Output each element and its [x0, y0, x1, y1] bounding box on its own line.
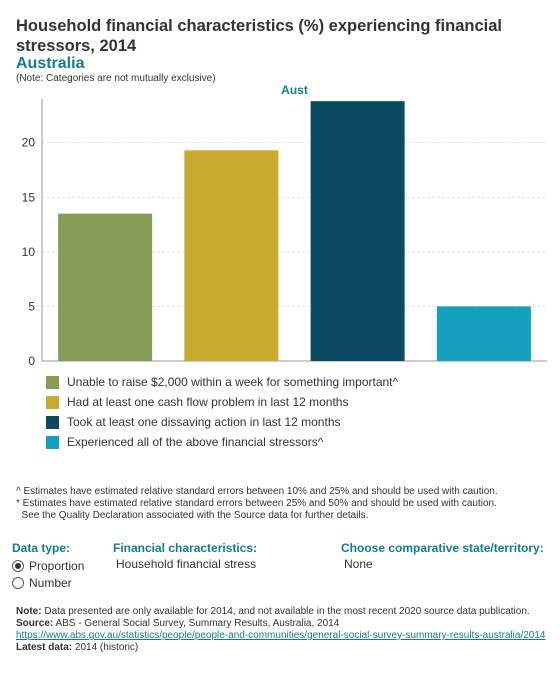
y-tick-label: 15	[22, 190, 36, 204]
legend-item[interactable]: Experienced all of the above financial s…	[46, 432, 398, 452]
legend-swatch	[46, 415, 59, 429]
data-type-label: Data type:	[12, 541, 71, 555]
footnotes: ^ Estimates have estimated relative stan…	[16, 486, 551, 522]
footnote-rse-10-25: ^ Estimates have estimated relative stan…	[16, 486, 498, 497]
source-link-row: https://www.abs.gov.au/statistics/people…	[16, 630, 546, 642]
radio-proportion-label: Proportion	[29, 558, 85, 573]
y-tick-label: 0	[28, 354, 35, 368]
financial-characteristics-label: Financial characteristics:	[113, 541, 258, 555]
footnote-quality-declaration: See the Quality Declaration associated w…	[16, 510, 369, 521]
note-label: Note:	[16, 606, 42, 617]
legend-label: Had at least one cash flow problem in la…	[67, 395, 349, 409]
legend-item[interactable]: Unable to raise $2,000 within a week for…	[46, 372, 398, 392]
radio-proportion[interactable]: Proportion	[12, 557, 84, 574]
bar-1	[58, 213, 153, 361]
legend-swatch	[46, 435, 59, 449]
comparative-state-value[interactable]: None	[344, 557, 373, 571]
y-tick-label: 20	[22, 136, 36, 150]
footnote-rse-25-50: * Estimates have estimated relative stan…	[16, 498, 497, 509]
source-label: Source:	[16, 618, 54, 629]
latest-text: 2014 (historic)	[72, 642, 139, 653]
source-link[interactable]: https://www.abs.gov.au/statistics/people…	[16, 630, 546, 641]
data-note: Note: Data presented are only available …	[16, 606, 546, 618]
y-tick-label: 10	[22, 245, 36, 259]
chart-title: Household financial characteristics (%) …	[16, 17, 502, 55]
legend-swatch	[46, 375, 59, 389]
legend-item[interactable]: Took at least one dissaving action in la…	[46, 412, 398, 432]
financial-characteristics-value[interactable]: Household financial stress	[116, 557, 257, 571]
legend-item[interactable]: Had at least one cash flow problem in la…	[46, 392, 398, 412]
chart-legend: Unable to raise $2,000 within a week for…	[46, 372, 398, 452]
radio-number[interactable]: Number	[12, 574, 84, 591]
source-text: ABS - General Social Survey, Summary Res…	[53, 618, 340, 629]
comparative-state-label: Choose comparative state/territory:	[341, 541, 544, 555]
latest-label: Latest data:	[16, 642, 73, 653]
radio-selected-icon[interactable]	[12, 559, 24, 572]
radio-number-label: Number	[29, 575, 72, 590]
region-label: Australia	[16, 55, 85, 72]
latest-data-line: Latest data: 2014 (historic)	[16, 642, 546, 654]
bar-4	[436, 306, 531, 361]
categories-note: (Note: Categories are not mutually exclu…	[16, 73, 216, 84]
bar-3	[310, 101, 405, 361]
legend-label: Took at least one dissaving action in la…	[67, 415, 341, 429]
y-tick-label: 5	[28, 299, 35, 313]
data-type-control: Data type: Proportion Number	[12, 541, 84, 591]
bottom-notes: Note: Data presented are only available …	[16, 606, 546, 654]
bar-chart: Aust 0 5 10 15 20	[22, 83, 547, 368]
bar-2	[184, 150, 279, 361]
note-text: Data presented are only available for 20…	[41, 606, 530, 617]
radio-unselected-icon[interactable]	[12, 576, 24, 589]
financial-characteristics-control: Financial characteristics: Household fin…	[113, 541, 257, 571]
legend-label: Experienced all of the above financial s…	[67, 435, 324, 449]
comparative-state-control: Choose comparative state/territory: None	[341, 541, 544, 571]
legend-swatch	[46, 395, 59, 409]
chart-subtitle: Aust	[281, 83, 308, 97]
legend-label: Unable to raise $2,000 within a week for…	[67, 375, 399, 389]
source-line: Source: ABS - General Social Survey, Sum…	[16, 618, 546, 630]
